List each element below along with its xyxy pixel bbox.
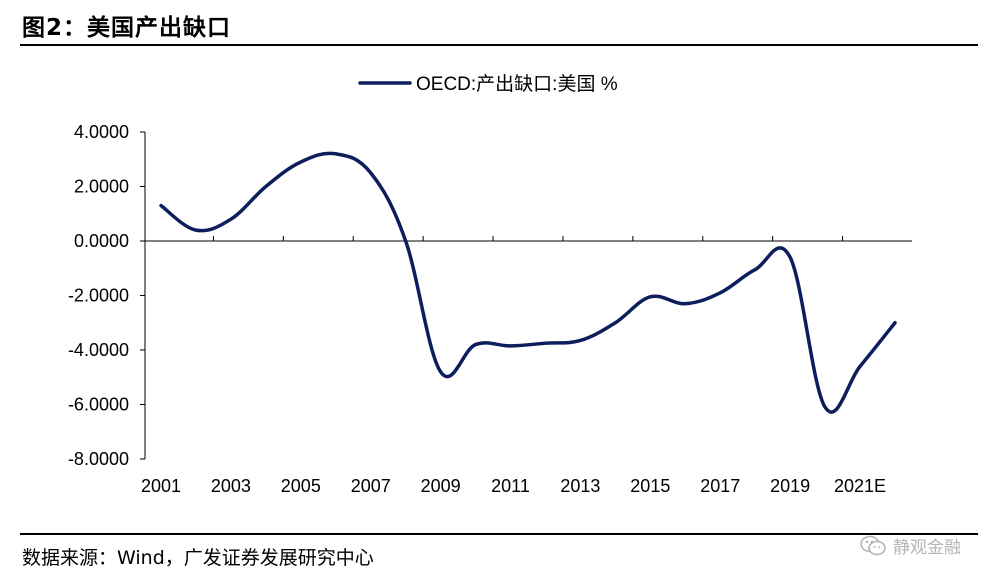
chart-area: OECD:产出缺口:美国 % 4.0000 2.0000 0.0000 -2.0000… [0,46,989,532]
x-axis: 2001 2003 2005 2007 2009 2011 2013 2015 2017 2019… [141,236,912,496]
y-tick-label: 2.0000 [74,177,129,197]
series-line-output-gap [159,151,897,414]
y-axis: 4.0000 2.0000 0.0000 -2.0000 -4.0000 -6.0000 -… [68,122,146,469]
y-tick-label: -6.0000 [68,395,129,415]
top-divider [20,44,978,46]
line-chart: OECD:产出缺口:美国 % 4.0000 2.0000 0.0000 -2.0000… [68,73,912,496]
x-tick-label: 2011 [491,476,530,496]
x-tick-label: 2007 [351,476,391,496]
series-group [159,151,897,414]
x-tick-label: 2017 [700,476,740,496]
x-tick-label: 2015 [630,476,670,496]
watermark: 静观金融 [859,533,961,558]
legend-label: OECD:产出缺口:美国 % [416,73,618,95]
x-tick-label: 2005 [281,476,321,496]
x-tick-label: 2021E [834,476,886,496]
source-note: 数据来源：Wind，广发证券发展研究中心 [22,547,374,569]
x-tick-label: 2009 [421,476,461,496]
x-tick-label: 2013 [560,476,600,496]
bottom-divider [20,533,978,535]
y-tick-label: -2.0000 [68,286,129,306]
y-tick-label: 4.0000 [74,122,129,142]
x-tick-label: 2019 [770,476,810,496]
y-tick-label: -4.0000 [68,340,129,360]
x-tick-label: 2003 [211,476,251,496]
watermark-text: 静观金融 [893,538,961,558]
y-tick-label: 0.0000 [74,231,129,251]
wechat-icon [860,535,886,555]
legend: OECD:产出缺口:美国 % [358,73,618,95]
x-tick-label: 2001 [141,476,181,496]
y-tick-label: -8.0000 [68,449,129,469]
chart-title: 图2：美国产出缺口 [22,15,232,41]
